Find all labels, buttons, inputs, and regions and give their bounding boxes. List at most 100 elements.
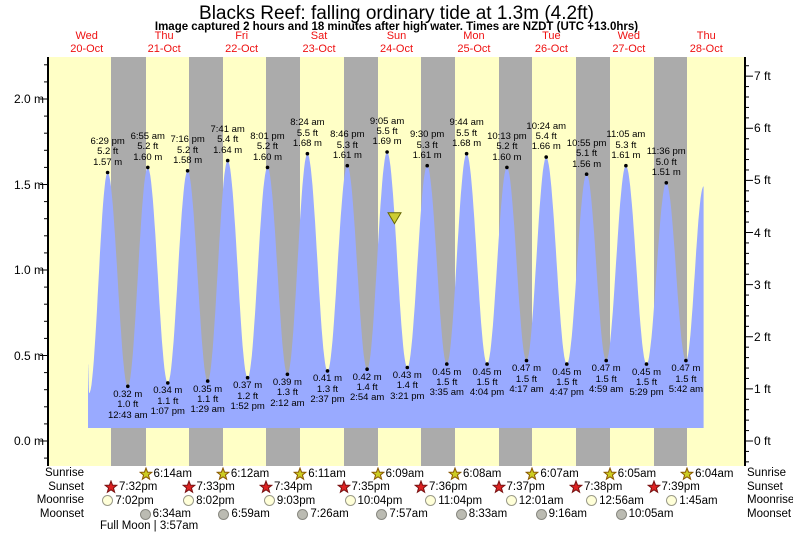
low-tide-annotation: 0.39 m 1.3 ft 2:12 am	[256, 377, 318, 409]
sunset-marker: 7:38pm	[569, 480, 622, 494]
moonrise-marker: 12:01am	[505, 494, 563, 507]
day-date: 23-Oct	[302, 43, 336, 55]
sunrise-time: 6:09am	[385, 467, 424, 480]
annotation-line: 1.64 m	[213, 144, 243, 156]
tide-extreme-dot	[584, 172, 589, 176]
annotation-line: 5.5 ft	[456, 127, 478, 139]
moonset-time: 7:26am	[310, 508, 349, 520]
sunrise-star-icon	[680, 466, 695, 480]
sunset-marker: 7:35pm	[336, 480, 390, 494]
moonset-marker: 8:33am	[455, 508, 507, 521]
sunset-time: 7:39pm	[661, 481, 700, 493]
sunrise-marker: 6:07am	[525, 466, 579, 480]
sunrise-star-icon	[138, 466, 153, 480]
sunset-star-icon	[414, 480, 429, 494]
metre-axis-label: 0.0 m	[13, 434, 44, 448]
tide-extreme-dot	[225, 158, 230, 163]
moonrise-time: 10:04pm	[357, 494, 403, 507]
annotation-line: 5.2 ft	[177, 144, 199, 156]
sunset-star-icon	[336, 480, 351, 494]
tide-extreme-dot	[166, 381, 170, 385]
tide-extreme-dot	[345, 163, 350, 168]
sunrise-marker: 6:08am	[448, 466, 501, 480]
annotation-line: 1.5 ft	[556, 376, 578, 388]
sunset-star-icon	[259, 480, 274, 494]
annotation-line: 10:13 pm	[487, 130, 527, 142]
low-tide-annotation: 0.47 m 1.5 ft 4:17 am	[495, 363, 557, 395]
annotation-line: 5.5 ft	[376, 125, 398, 137]
sunrise-star-icon	[680, 466, 695, 480]
annotation-line: 6:55 am	[130, 130, 165, 142]
moonset-time: 6:34am	[152, 508, 191, 520]
chart-title: Blacks Reef: falling ordinary tide at 1.…	[199, 3, 594, 24]
day-date: 22-Oct	[225, 43, 259, 55]
annotation-line: 1.4 ft	[356, 382, 378, 394]
sunrise-star-icon	[525, 466, 540, 480]
annotation-line: 10:55 pm	[566, 137, 607, 149]
tide-extreme-dot	[644, 362, 649, 366]
feet-axis-label: 5 ft	[754, 173, 771, 188]
moonset-marker: 10:05am	[615, 508, 673, 521]
annotation-line: 1.69 m	[372, 136, 402, 148]
moonset-icon	[139, 508, 151, 520]
moonrise-time: 9:03pm	[276, 494, 316, 507]
moonset-marker: 6:34am	[139, 508, 191, 521]
day-date: 24-Oct	[379, 43, 413, 55]
tide-extreme-dot	[425, 163, 430, 168]
annotation-line: 5.4 ft	[535, 131, 557, 143]
astro-row-label-moonset-right: Moonset	[747, 507, 792, 520]
high-tide-annotation: 8:24 am 5.5 ft 1.68 m	[276, 117, 338, 149]
sunrise-marker: 6:04am	[680, 466, 733, 480]
high-tide-annotation: 8:46 pm 5.3 ft 1.61 m	[316, 129, 378, 161]
annotation-line: 10:24 am	[526, 120, 567, 132]
tide-extreme-dot	[604, 358, 608, 363]
sunset-star-icon	[181, 480, 196, 494]
sunrise-star-icon	[448, 466, 462, 480]
moonset-marker: 9:16am	[535, 508, 587, 521]
tide-extreme-dot	[285, 372, 290, 377]
moonrise-icon	[505, 495, 517, 506]
low-tide-annotation: 0.43 m 1.4 ft 3:21 pm	[376, 370, 438, 402]
sunset-time: 7:35pm	[351, 481, 390, 493]
sunrise-star-icon	[448, 466, 462, 480]
moonrise-marker: 12:56am	[586, 494, 644, 507]
sunset-marker: 7:37pm	[491, 480, 545, 494]
moonrise-icon	[344, 495, 356, 506]
moonrise-icon	[183, 495, 195, 506]
annotation-line: 0.42 m	[352, 371, 382, 383]
annotation-line: 1:29 am	[190, 404, 225, 416]
high-tide-annotation: 8:01 pm 5.2 ft 1.60 m	[236, 131, 298, 163]
high-tide-annotation: 6:55 am 5.2 ft 1.60 m	[117, 130, 179, 163]
annotation-line: 5.3 ft	[416, 139, 438, 151]
high-tide-annotation: 10:24 am 5.4 ft 1.66 m	[515, 120, 577, 153]
low-tide-annotation: 0.37 m 1.2 ft 1:52 pm	[217, 380, 279, 412]
day-date: 27-Oct	[612, 43, 646, 55]
astro-row-label-sunset: Sunset	[48, 480, 84, 493]
low-tide-annotation: 0.41 m 1.3 ft 2:37 pm	[296, 373, 358, 405]
high-tide-annotation: 11:36 pm 5.0 ft 1.51 m	[635, 146, 697, 178]
annotation-line: 0.35 m	[193, 383, 223, 395]
annotation-line: 12:43 am	[107, 409, 148, 421]
sunset-marker: 7:34pm	[259, 480, 312, 494]
sunrise-star-icon	[370, 466, 385, 480]
tide-extreme-dot	[565, 362, 569, 366]
annotation-line: 0.45 m	[432, 366, 462, 378]
tide-extreme-dot	[505, 165, 509, 170]
annotation-line: 1.1 ft	[197, 394, 219, 406]
day-of-week: Sat	[310, 30, 328, 42]
day-of-week: Mon	[463, 30, 485, 42]
annotation-line: 1.4 ft	[396, 380, 418, 392]
annotation-line: 1.68 m	[452, 138, 482, 150]
tide-extreme-dot	[684, 358, 688, 363]
day-of-week: Wed	[617, 30, 641, 42]
current-tide-marker-icon	[387, 212, 402, 225]
annotation-line: 6:29 pm	[90, 136, 125, 148]
annotation-line: 1.3 ft	[316, 383, 339, 395]
moonrise-time: 8:02pm	[196, 494, 235, 507]
annotation-line: 9:05 am	[369, 115, 405, 127]
annotation-line: 1.60 m	[492, 151, 522, 163]
annotation-line: 1.60 m	[133, 151, 163, 163]
sunrise-star-icon	[293, 466, 308, 480]
annotation-line: 0.45 m	[552, 366, 582, 378]
